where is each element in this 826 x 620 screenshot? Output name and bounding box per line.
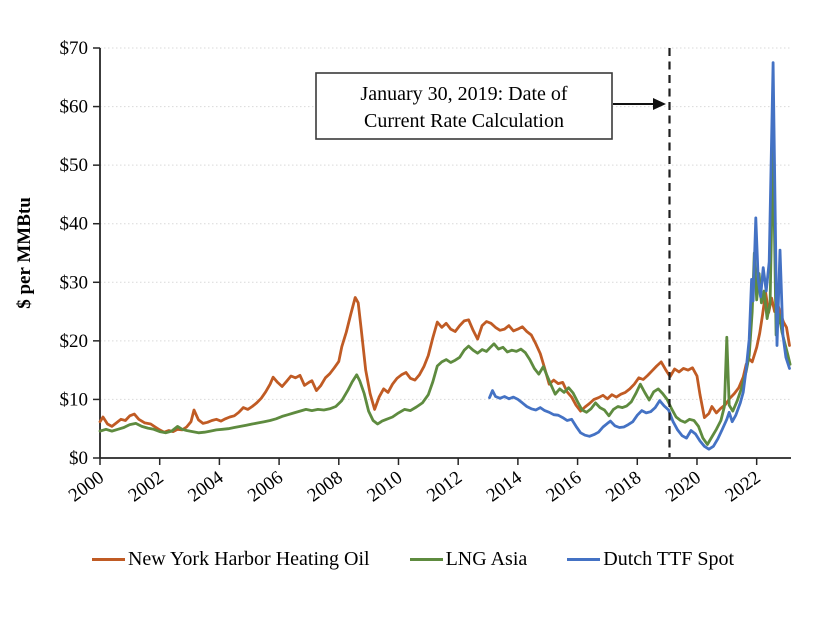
- legend-label-dutch-ttf: Dutch TTF Spot: [603, 548, 735, 570]
- x-tick-label: 2012: [423, 467, 466, 506]
- heating-oil-line-swatch-icon: [91, 557, 125, 562]
- legend-label-lng-asia: LNG Asia: [445, 548, 528, 570]
- annotation-callout: January 30, 2019: Date of Current Rate C…: [315, 72, 666, 140]
- x-tick-label: 2016: [542, 467, 585, 506]
- y-axis-title: $ per MMBtu: [14, 197, 35, 309]
- axes: [99, 48, 791, 459]
- y-tick-label: $30: [60, 272, 89, 293]
- legend: New York Harbor Heating Oil LNG Asia Dut…: [0, 548, 826, 571]
- y-tick-label: $20: [60, 331, 89, 352]
- x-tick-label: 2014: [483, 467, 526, 507]
- dutch-ttf-line-swatch-icon: [567, 557, 601, 562]
- legend-label-heating-oil: New York Harbor Heating Oil: [127, 548, 370, 570]
- x-tick-label: 2002: [125, 467, 168, 506]
- x-tick-label: 2000: [65, 467, 108, 506]
- y-tick-label: $0: [69, 448, 88, 469]
- x-tick-label: 2006: [244, 467, 287, 506]
- series-line-dutch-ttf: [488, 61, 791, 451]
- legend-item-heating-oil: New York Harbor Heating Oil: [91, 548, 370, 571]
- annotation-text-line2: Current Rate Calculation: [364, 110, 564, 132]
- x-tick-label: 2008: [304, 467, 347, 506]
- y-tick-label: $60: [60, 97, 89, 118]
- x-tick-label: 2004: [184, 467, 227, 507]
- y-tick-label: $10: [60, 389, 89, 410]
- x-tick-label: 2020: [662, 467, 705, 506]
- legend-item-dutch-ttf: Dutch TTF Spot: [567, 548, 734, 571]
- line-chart: $0 $10 $20 $30 $40 $50 $60 $70 2000 2002 2004 2006 2…: [14, 38, 792, 507]
- legend-item-lng-asia: LNG Asia: [409, 548, 528, 571]
- x-tick-label: 2018: [602, 467, 645, 506]
- x-tick-label: 2010: [363, 467, 406, 506]
- y-tick-label: $50: [60, 155, 89, 176]
- annotation-arrow-head-icon: [653, 98, 666, 110]
- y-tick-label: $70: [60, 38, 89, 59]
- annotation-text-line1: January 30, 2019: Date of: [360, 83, 568, 105]
- y-tick-label: $40: [60, 214, 89, 235]
- lng-asia-line-swatch-icon: [409, 557, 443, 562]
- series-line-lng-asia: [98, 143, 792, 446]
- series-line-heating-oil: [98, 290, 791, 434]
- series-lines: [98, 61, 792, 451]
- x-tick-label: 2022: [722, 467, 765, 506]
- tick-marks: [93, 47, 758, 465]
- annotation-box: [315, 72, 613, 140]
